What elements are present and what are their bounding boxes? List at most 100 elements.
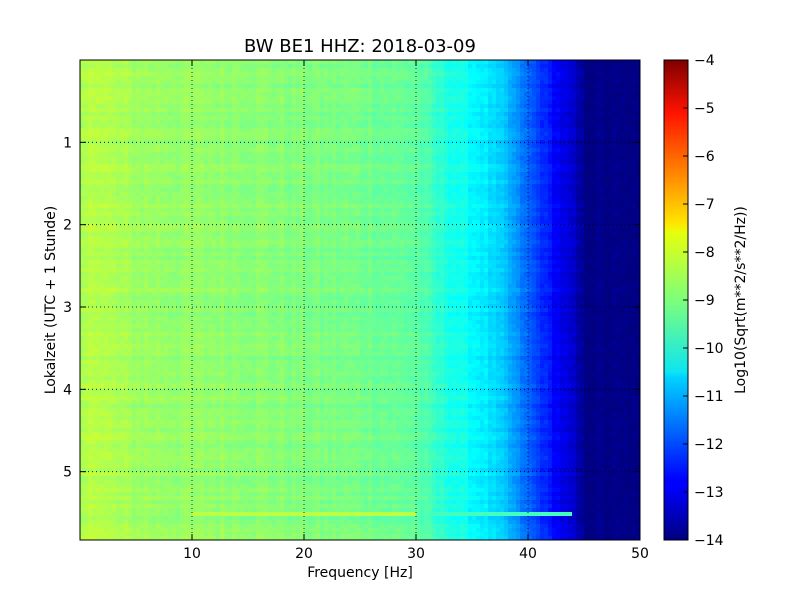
spectrogram-cell bbox=[468, 128, 473, 133]
spectrogram-cell bbox=[180, 80, 185, 85]
spectrogram-cell bbox=[268, 192, 273, 197]
spectrogram-cell bbox=[472, 144, 477, 149]
spectrogram-cell bbox=[388, 100, 393, 105]
spectrogram-cell bbox=[448, 180, 453, 185]
spectrogram-cell bbox=[568, 64, 573, 69]
spectrogram-cell bbox=[288, 64, 293, 69]
spectrogram-cell bbox=[176, 172, 181, 177]
spectrogram-cell bbox=[376, 128, 381, 133]
spectrogram-cell bbox=[396, 124, 401, 129]
spectrogram-cell bbox=[112, 68, 117, 73]
spectrogram-cell bbox=[244, 112, 249, 117]
spectrogram-cell bbox=[140, 128, 145, 133]
spectrogram-cell bbox=[516, 164, 521, 169]
spectrogram-cell bbox=[424, 76, 429, 81]
spectrogram-cell bbox=[596, 172, 601, 177]
spectrogram-cell bbox=[324, 144, 329, 149]
spectrogram-cell bbox=[160, 132, 165, 137]
spectrogram-cell bbox=[380, 80, 385, 85]
spectrogram-cell bbox=[472, 160, 477, 165]
spectrogram-cell bbox=[212, 108, 217, 113]
spectrogram-cell bbox=[420, 64, 425, 69]
spectrogram-cell bbox=[220, 84, 225, 89]
spectrogram-cell bbox=[360, 84, 365, 89]
spectrogram-cell bbox=[240, 152, 245, 157]
spectrogram-cell bbox=[584, 104, 589, 109]
spectrogram-cell bbox=[476, 104, 481, 109]
spectrogram-cell bbox=[156, 188, 161, 193]
spectrogram-cell bbox=[376, 84, 381, 89]
spectrogram-cell bbox=[240, 176, 245, 181]
spectrogram-cell bbox=[252, 200, 257, 205]
spectrogram-cell bbox=[432, 152, 437, 157]
spectrogram-cell bbox=[568, 164, 573, 169]
spectrogram-cell bbox=[324, 68, 329, 73]
spectrogram-cell bbox=[352, 64, 357, 69]
spectrogram-cell bbox=[604, 192, 609, 197]
spectrogram-cell bbox=[492, 196, 497, 201]
spectrogram-cell bbox=[312, 92, 317, 97]
spectrogram-cell bbox=[100, 76, 105, 81]
spectrogram-cell bbox=[628, 64, 633, 69]
spectrogram-cell bbox=[156, 176, 161, 181]
spectrogram-cell bbox=[140, 200, 145, 205]
spectrogram-cell bbox=[600, 112, 605, 117]
spectrogram-cell bbox=[228, 180, 233, 185]
spectrogram-cell bbox=[444, 96, 449, 101]
spectrogram-cell bbox=[596, 184, 601, 189]
spectrogram-cell bbox=[420, 104, 425, 109]
spectrogram-cell bbox=[184, 92, 189, 97]
spectrogram-cell bbox=[560, 136, 565, 141]
spectrogram-cell bbox=[268, 88, 273, 93]
spectrogram-cell bbox=[624, 144, 629, 149]
spectrogram-cell bbox=[184, 160, 189, 165]
spectrogram-cell bbox=[116, 136, 121, 141]
spectrogram-cell bbox=[260, 84, 265, 89]
spectrogram-cell bbox=[128, 84, 133, 89]
spectrogram-cell bbox=[464, 156, 469, 161]
spectrogram-cell bbox=[304, 68, 309, 73]
spectrogram-cell bbox=[256, 168, 261, 173]
spectrogram-cell bbox=[260, 60, 265, 65]
spectrogram-cell bbox=[344, 112, 349, 117]
spectrogram-cell bbox=[612, 104, 617, 109]
spectrogram-cell bbox=[536, 104, 541, 109]
spectrogram-cell bbox=[364, 164, 369, 169]
spectrogram-cell bbox=[264, 108, 269, 113]
spectrogram-cell bbox=[416, 168, 421, 173]
spectrogram-cell bbox=[508, 84, 513, 89]
spectrogram-cell bbox=[120, 188, 125, 193]
spectrogram-cell bbox=[600, 164, 605, 169]
spectrogram-cell bbox=[316, 168, 321, 173]
spectrogram-cell bbox=[236, 116, 241, 121]
spectrogram-cell bbox=[456, 180, 461, 185]
spectrogram-cell bbox=[576, 156, 581, 161]
spectrogram-cell bbox=[200, 168, 205, 173]
spectrogram-cell bbox=[460, 148, 465, 153]
spectrogram-cell bbox=[216, 184, 221, 189]
spectrogram-cell bbox=[224, 160, 229, 165]
spectrogram-cell bbox=[280, 192, 285, 197]
spectrogram-cell bbox=[420, 156, 425, 161]
spectrogram-cell bbox=[308, 112, 313, 117]
spectrogram-cell bbox=[628, 116, 633, 121]
spectrogram-cell bbox=[480, 132, 485, 137]
spectrogram-cell bbox=[284, 108, 289, 113]
spectrogram-cell bbox=[256, 136, 261, 141]
spectrogram-cell bbox=[624, 96, 629, 101]
spectrogram-cell bbox=[100, 200, 105, 205]
spectrogram-cell bbox=[340, 76, 345, 81]
spectrogram-cell bbox=[120, 160, 125, 165]
spectrogram-cell bbox=[276, 72, 281, 77]
spectrogram-cell bbox=[448, 120, 453, 125]
spectrogram-cell bbox=[80, 152, 85, 157]
spectrogram-cell bbox=[116, 144, 121, 149]
spectrogram-cell bbox=[280, 200, 285, 205]
spectrogram-cell bbox=[212, 180, 217, 185]
spectrogram-cell bbox=[208, 148, 213, 153]
spectrogram-cell bbox=[336, 116, 341, 121]
spectrogram-cell bbox=[224, 188, 229, 193]
spectrogram-cell bbox=[516, 184, 521, 189]
spectrogram-cell bbox=[104, 112, 109, 117]
spectrogram-cell bbox=[224, 108, 229, 113]
